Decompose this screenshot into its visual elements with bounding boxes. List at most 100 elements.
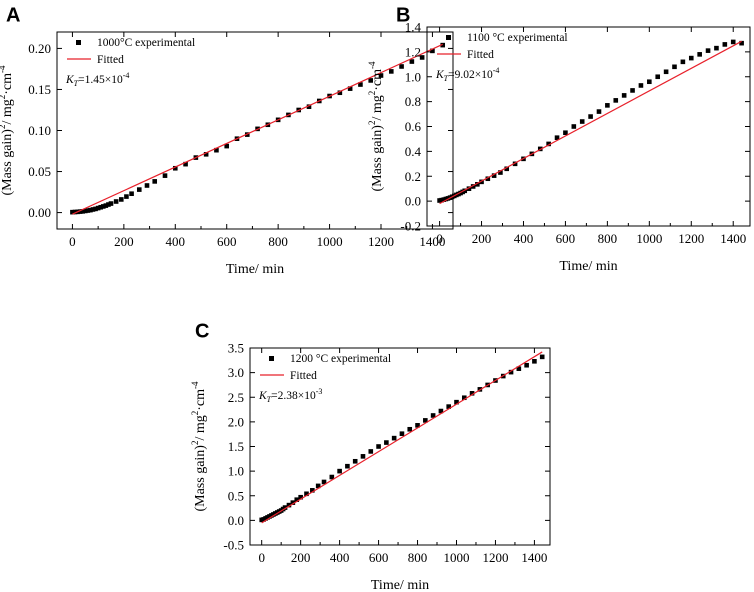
x-tick-label: 800 <box>268 234 288 249</box>
y-tick-label: 0.6 <box>405 119 422 134</box>
y-title-sup: 2 <box>367 91 377 96</box>
data-point <box>77 209 83 214</box>
y-tick-label: 1.2 <box>405 44 421 59</box>
panel-letter: B <box>396 4 410 26</box>
y-tick-label: 0.4 <box>405 144 422 159</box>
data-point <box>469 391 475 396</box>
data-point <box>376 444 381 449</box>
data-point <box>739 40 744 46</box>
data-point <box>310 488 315 493</box>
x-tick-label: 200 <box>472 231 492 246</box>
data-point <box>680 59 686 65</box>
data-point <box>539 354 545 360</box>
legend-marker-symbol <box>76 40 81 45</box>
panel-letter: A <box>6 4 20 26</box>
y-title-part: ·cm <box>370 69 385 91</box>
data-point <box>579 119 585 124</box>
data-point <box>100 204 106 209</box>
data-point <box>655 74 661 80</box>
data-point <box>347 86 353 91</box>
y-title-sup: -4 <box>0 65 7 73</box>
panel-letter: C <box>195 320 209 342</box>
kt-value: =9.02×10 <box>448 69 493 81</box>
data-point <box>345 463 350 469</box>
data-point <box>368 449 374 454</box>
data-point <box>129 191 134 197</box>
data-point <box>80 209 86 214</box>
x-tick-label: 600 <box>217 234 237 249</box>
data-point <box>162 173 168 178</box>
data-point <box>337 468 342 474</box>
data-layer <box>70 42 446 215</box>
data-point <box>306 104 312 109</box>
data-point <box>504 166 510 172</box>
data-point <box>688 55 694 61</box>
data-point <box>360 454 366 459</box>
data-point <box>282 505 288 510</box>
kt-subscript: T <box>444 74 449 83</box>
y-tick-label: 1.4 <box>405 20 422 35</box>
data-point <box>352 458 358 464</box>
data-point <box>93 206 98 212</box>
data-point <box>546 141 551 147</box>
y-title-part: ·cm <box>193 389 208 411</box>
data-point <box>172 165 178 171</box>
legend-label-fitted: Fitted <box>97 54 124 66</box>
data-point <box>479 179 484 185</box>
x-tick-label: 1400 <box>419 234 445 249</box>
x-tick-label: 800 <box>408 550 428 565</box>
x-tick-label: 800 <box>598 231 618 246</box>
y-title-part: (Mass gain) <box>370 125 385 192</box>
kt-symbol: K <box>65 74 75 86</box>
kt-exponent: -4 <box>493 66 500 75</box>
kt-value: =2.38×10 <box>271 390 316 402</box>
data-point <box>136 187 142 192</box>
x-tick-label: 0 <box>69 234 76 249</box>
data-point <box>438 408 444 414</box>
legend-label-experimental: 1200 °C experimental <box>290 353 391 365</box>
x-tick-label: 0 <box>258 550 265 565</box>
data-point <box>461 395 467 401</box>
y-title-part: (Mass gain) <box>193 445 208 512</box>
y-title-sup: 2 <box>190 411 200 416</box>
data-point <box>446 404 452 409</box>
y-axis-title: (Mass gain)2/ mg2·cm-4 <box>190 381 208 512</box>
y-axis-title: (Mass gain)2/ mg2·cm-4 <box>0 65 15 196</box>
y-tick-label: 0.0 <box>405 194 421 209</box>
data-point <box>605 103 610 108</box>
data-point <box>298 494 303 500</box>
x-tick-label: 600 <box>369 550 389 565</box>
data-point <box>409 59 415 64</box>
kt-annotation: KT=2.38×10-3 <box>258 387 322 404</box>
data-layer <box>437 39 744 205</box>
legend-marker-symbol <box>269 356 274 361</box>
data-point <box>672 64 677 70</box>
data-point <box>399 64 404 69</box>
data-point <box>524 362 529 368</box>
y-tick-label: 2.0 <box>228 414 244 429</box>
y-tick-label: 3.5 <box>228 341 244 356</box>
y-title-sup: 2 <box>0 95 7 100</box>
y-tick-label: 0.00 <box>28 205 51 220</box>
data-point <box>98 204 104 210</box>
data-point <box>378 73 384 78</box>
y-tick-label: 0.2 <box>405 169 421 184</box>
x-axis-title: Time/ min <box>226 262 284 277</box>
data-point <box>286 502 292 508</box>
y-tick-label: 0.10 <box>28 123 51 138</box>
data-point <box>596 109 602 114</box>
x-tick-label: 1200 <box>678 231 704 246</box>
data-point <box>214 147 219 153</box>
data-point <box>440 42 446 48</box>
y-tick-label: 0.20 <box>28 41 51 56</box>
data-point <box>454 399 459 405</box>
data-point <box>714 45 719 51</box>
data-point <box>384 440 389 445</box>
data-point <box>730 39 736 45</box>
fitted-line <box>439 40 742 205</box>
x-axis-title: Time/ min <box>371 578 429 592</box>
x-tick-label: 400 <box>166 234 186 249</box>
data-point <box>512 161 518 167</box>
data-point <box>152 179 158 184</box>
y-tick-label: 2.5 <box>228 390 244 405</box>
